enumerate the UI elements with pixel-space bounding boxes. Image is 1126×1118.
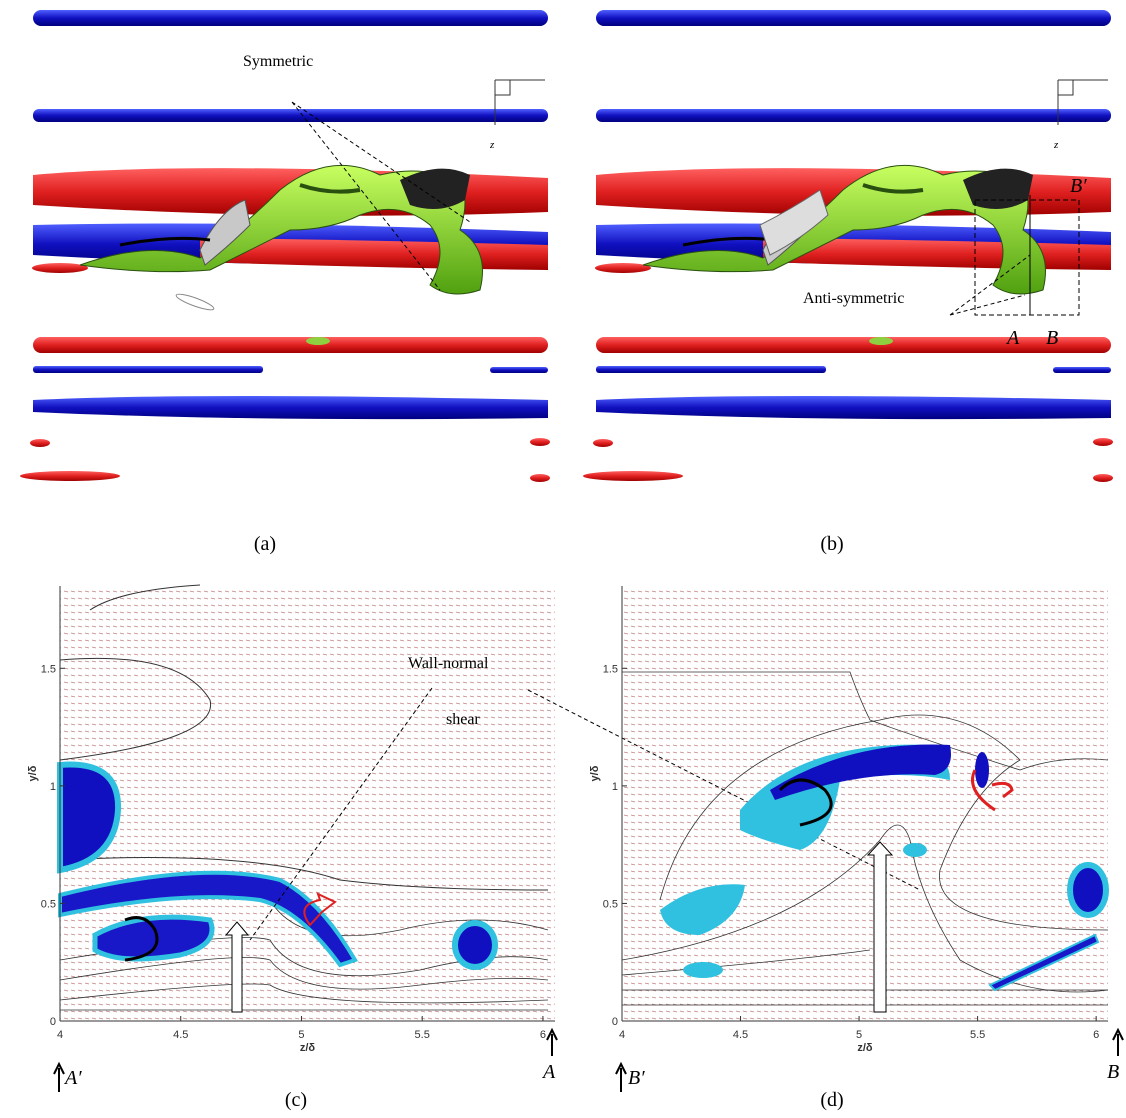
y-tick-label: 0.5 <box>41 898 56 910</box>
section-end: A <box>541 1061 556 1083</box>
panel-b: z Anti-symmetric A B B′ (b) <box>582 9 1114 555</box>
x-tick-label: 4.5 <box>173 1029 188 1041</box>
x-tick-label: 4 <box>619 1029 625 1041</box>
section-end: B <box>1107 1061 1119 1083</box>
marker: B′ <box>1070 175 1087 197</box>
x-tick-label: 4 <box>57 1029 63 1041</box>
y-tick-label: 1.5 <box>603 663 618 675</box>
annotation: Anti-symmetric <box>803 290 904 307</box>
panel-label: (c) <box>285 1089 307 1111</box>
panel-label: (b) <box>820 533 843 555</box>
annotation: Wall-normal <box>408 655 489 672</box>
x-tick-label: 6 <box>540 1029 546 1041</box>
panel-label: (a) <box>254 533 276 555</box>
panel-c: Wall-normal shear A′ A (c) <box>53 584 921 1111</box>
x-tick-label: 5 <box>298 1029 304 1041</box>
marker: A <box>1005 327 1020 349</box>
section-end: B′ <box>628 1067 645 1089</box>
y-tick-label: 0 <box>612 1016 618 1028</box>
y-axis-label: y/δ <box>27 765 39 781</box>
x-axis-label: z/δ <box>857 1042 873 1054</box>
y-axis-label: y/δ <box>589 765 601 781</box>
annotation: shear <box>446 711 480 728</box>
axis-glyph: z <box>489 139 495 151</box>
panel-d: B′ B (d) <box>615 586 1124 1111</box>
x-axis-label: z/δ <box>300 1042 316 1054</box>
panel-label: (d) <box>820 1089 843 1111</box>
x-tick-label: 5.5 <box>970 1029 985 1041</box>
x-tick-label: 6 <box>1093 1029 1099 1041</box>
panel-a: Symmetric z (a) <box>19 9 551 555</box>
section-end: A′ <box>63 1067 82 1089</box>
y-tick-label: 0.5 <box>603 898 618 910</box>
y-tick-label: 0 <box>50 1016 56 1028</box>
y-tick-label: 1 <box>50 781 56 793</box>
x-tick-label: 5.5 <box>415 1029 430 1041</box>
x-tick-label: 4.5 <box>733 1029 748 1041</box>
annotation: Symmetric <box>243 53 313 70</box>
y-tick-label: 1.5 <box>41 663 56 675</box>
axis-glyph: z <box>1053 139 1059 151</box>
x-tick-label: 5 <box>856 1029 862 1041</box>
marker: B <box>1046 327 1058 349</box>
y-tick-label: 1 <box>612 781 618 793</box>
